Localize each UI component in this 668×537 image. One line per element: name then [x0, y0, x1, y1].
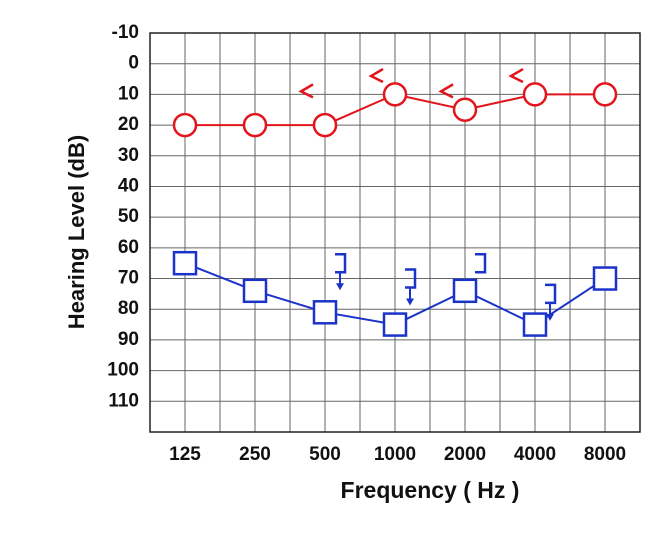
bone-marker — [405, 268, 417, 289]
bone-marker — [508, 67, 524, 84]
y-tick-label: 80 — [118, 298, 139, 319]
x-tick-label: 8000 — [584, 444, 626, 465]
square-marker — [242, 278, 268, 304]
y-tick-label: 10 — [118, 83, 139, 104]
y-tick-label: 40 — [118, 175, 139, 196]
square-marker — [382, 312, 408, 337]
x-tick-label: 1000 — [374, 444, 416, 465]
y-tick-label: 50 — [118, 206, 139, 227]
x-tick-label: 250 — [239, 444, 271, 465]
bone-marker — [368, 67, 384, 84]
bone-marker — [298, 83, 314, 99]
square-marker — [172, 250, 198, 276]
y-tick-label: -10 — [112, 22, 139, 43]
plot-frame — [149, 32, 641, 433]
no-response-arrowhead — [406, 298, 414, 306]
y-tick-label: 100 — [107, 360, 139, 381]
y-tick-label: 20 — [118, 114, 139, 135]
y-tick-label: 30 — [118, 145, 139, 166]
x-tick-label: 2000 — [444, 444, 486, 465]
bone-marker — [475, 252, 487, 274]
bone-marker — [335, 252, 347, 274]
bone-marker — [545, 283, 557, 305]
square-marker — [592, 266, 618, 291]
circle-marker — [312, 112, 338, 138]
x-axis-label: Frequency ( Hz ) — [341, 477, 520, 503]
bone-marker — [438, 83, 454, 99]
circle-marker — [452, 97, 478, 122]
square-marker — [452, 278, 478, 304]
circle-marker — [172, 112, 198, 138]
x-tick-label: 4000 — [514, 444, 556, 465]
y-tick-label: 60 — [118, 237, 139, 258]
x-tick-label: 125 — [169, 444, 201, 465]
no-response-arrowhead — [546, 313, 554, 321]
no-response-arrowhead — [336, 283, 344, 291]
y-tick-label: 70 — [118, 268, 139, 289]
y-tick-label: 0 — [128, 53, 139, 74]
circle-marker — [592, 82, 618, 107]
circle-marker — [522, 82, 548, 107]
y-tick-label: 90 — [118, 329, 139, 350]
circle-marker — [242, 112, 268, 138]
square-marker — [522, 312, 548, 337]
square-marker — [312, 300, 338, 325]
circle-marker — [382, 82, 408, 107]
y-axis-label: Hearing Level (dB) — [64, 135, 89, 329]
x-tick-label: 500 — [309, 444, 341, 465]
y-tick-label: 110 — [108, 390, 139, 411]
